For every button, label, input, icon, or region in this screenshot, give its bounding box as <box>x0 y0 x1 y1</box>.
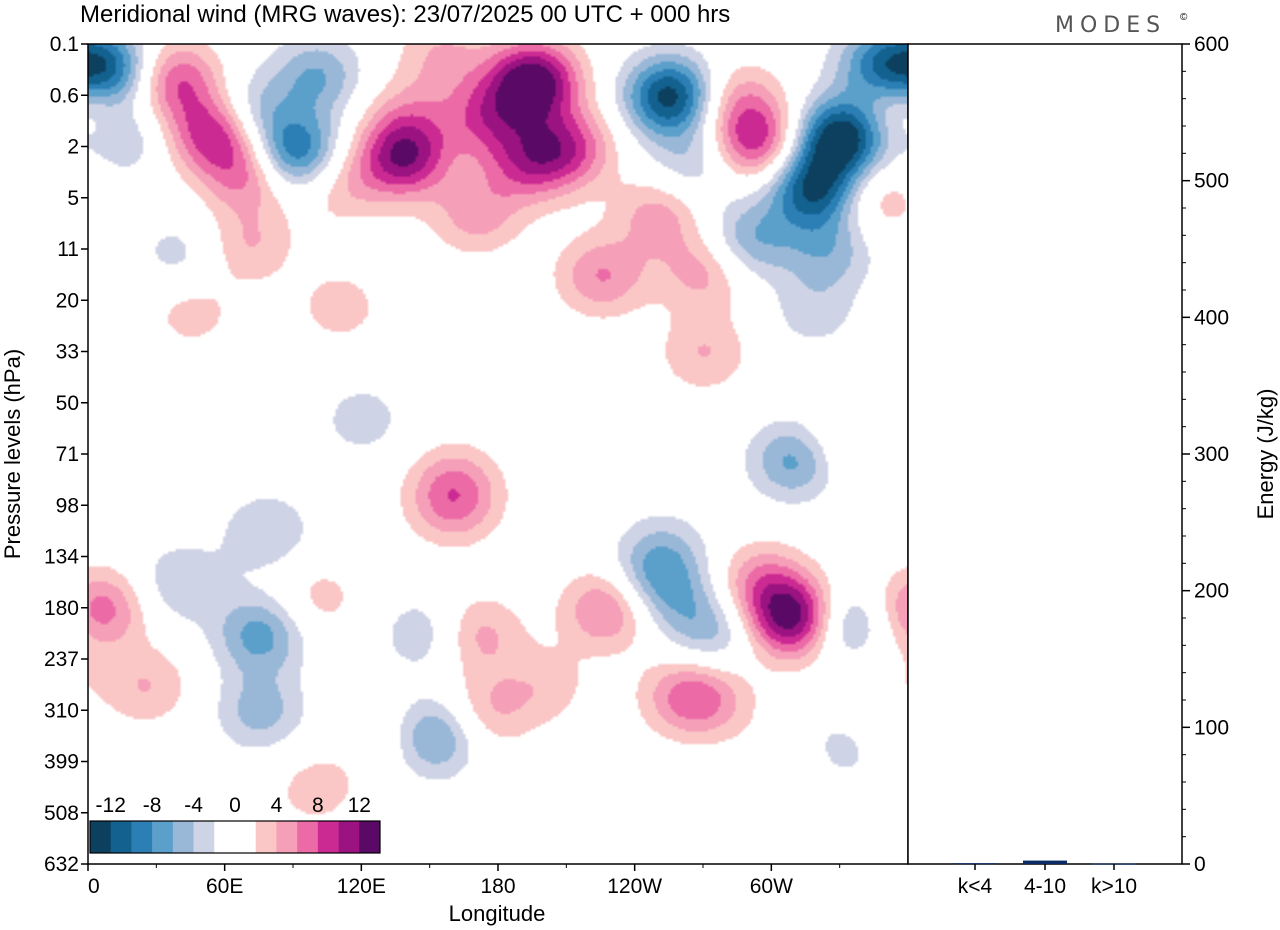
energy-tick-label: 600 <box>1194 33 1229 56</box>
pressure-tick-label: 71 <box>56 443 79 466</box>
meridional-wind-field <box>88 44 908 864</box>
energy-tick-label: 0 <box>1194 853 1206 876</box>
colorbar-swatch <box>276 821 298 853</box>
longitude-axis: 0 60E 120E 180 120W 60W <box>87 864 841 898</box>
modes-brand: MODES <box>1055 13 1166 38</box>
colorbar-swatch <box>235 821 257 853</box>
pressure-tick-label: 0.6 <box>50 84 79 107</box>
colorbar-swatch <box>90 821 112 853</box>
longitude-tick-label: 180 <box>480 875 515 898</box>
energy-tick-label: 300 <box>1194 443 1229 466</box>
pressure-tick-label: 310 <box>44 699 79 722</box>
colorbar-label: -12 <box>96 794 126 817</box>
colorbar: -12 -8 -4 0 4 8 12 <box>89 794 381 854</box>
pressure-tick-label: 0.1 <box>50 33 79 56</box>
energy-tick-label: 500 <box>1194 170 1229 193</box>
energy-tick-label: 200 <box>1194 580 1229 603</box>
colorbar-swatch <box>317 821 339 853</box>
colorbar-swatch <box>359 821 381 853</box>
pressure-tick-label: 180 <box>44 597 79 620</box>
pressure-tick-label: 508 <box>44 802 79 825</box>
longitude-tick-label: 120E <box>337 875 386 898</box>
energy-axis-label: Energy (J/kg) <box>1253 389 1278 520</box>
energy-categories: k<4 4-10 k>10 <box>958 864 1137 898</box>
pressure-tick-label: 50 <box>56 392 79 415</box>
pressure-tick-label: 11 <box>57 238 79 261</box>
pressure-tick-label: 237 <box>44 648 79 671</box>
pressure-tick-label: 5 <box>67 187 79 210</box>
colorbar-swatch <box>338 821 360 853</box>
energy-category-label: k>10 <box>1091 875 1137 898</box>
colorbar-swatch <box>110 821 132 853</box>
modes-brand-mark: © <box>1180 12 1188 23</box>
pressure-tick-label: 134 <box>44 546 79 569</box>
colorbar-label: -4 <box>184 794 203 817</box>
pressure-tick-label: 2 <box>67 136 79 159</box>
colorbar-swatch <box>255 821 277 853</box>
colorbar-label: 0 <box>229 794 241 817</box>
longitude-tick-label: 60W <box>750 875 793 898</box>
chart-title: Meridional wind (MRG waves): 23/07/2025 … <box>80 1 730 28</box>
energy-category-label: 4-10 <box>1024 875 1066 898</box>
energy-bar <box>1023 860 1067 864</box>
colorbar-swatch <box>172 821 194 853</box>
colorbar-label: 12 <box>348 794 371 817</box>
colorbar-label: 4 <box>271 794 283 817</box>
energy-axis: 0 100 200 300 400 500 600 <box>1182 33 1229 876</box>
colorbar-swatch <box>152 821 174 853</box>
pressure-axis: 0.1 0.6 2 5 11 20 33 50 71 98 134 180 237 310 399 508 63… <box>44 33 88 876</box>
energy-panel: 0 100 200 300 400 500 600 k<4 4-10 k>10 <box>907 33 1229 898</box>
x-axis-label: Longitude <box>449 901 546 926</box>
colorbar-swatch <box>131 821 153 853</box>
longitude-tick-label: 60E <box>206 875 243 898</box>
pressure-tick-label: 20 <box>56 289 79 312</box>
pressure-tick-label: 98 <box>56 494 79 517</box>
pressure-tick-label: 399 <box>44 751 79 774</box>
colorbar-label: 8 <box>312 794 324 817</box>
colorbar-swatch <box>214 821 236 853</box>
colorbar-swatch <box>193 821 215 853</box>
modes-logo: MODES © <box>1055 12 1188 38</box>
energy-tick-label: 400 <box>1194 306 1229 329</box>
energy-category-label: k<4 <box>958 875 993 898</box>
longitude-tick-label: 0 <box>88 875 100 898</box>
pressure-tick-label: 632 <box>44 853 79 876</box>
longitude-tick-label: 120W <box>607 875 662 898</box>
colorbar-label: -8 <box>143 794 162 817</box>
energy-bar <box>953 863 997 865</box>
colorbar-swatch <box>297 821 319 853</box>
y-axis-label: Pressure levels (hPa) <box>0 349 25 559</box>
energy-frame <box>907 43 1183 865</box>
heatmap-panel: 0.1 0.6 2 5 11 20 33 50 71 98 134 180 237 310 399 508 63… <box>44 33 909 898</box>
pressure-tick-label: 33 <box>56 341 79 364</box>
energy-tick-label: 100 <box>1194 716 1229 739</box>
colorbar-frame <box>89 820 381 854</box>
